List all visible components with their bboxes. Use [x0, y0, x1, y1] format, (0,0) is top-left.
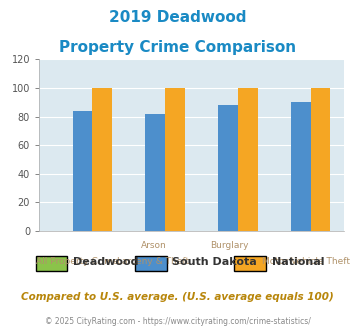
Text: Motor Vehicle Theft: Motor Vehicle Theft	[262, 257, 350, 266]
Text: All Property Crime: All Property Crime	[36, 257, 119, 266]
Bar	[72, 111, 92, 231]
Text: Property Crime Comparison: Property Crime Comparison	[59, 40, 296, 54]
Text: Burglary: Burglary	[211, 241, 249, 250]
Bar	[311, 88, 331, 231]
Text: 2019 Deadwood: 2019 Deadwood	[109, 10, 246, 25]
Bar	[291, 102, 311, 231]
Text: © 2025 CityRating.com - https://www.cityrating.com/crime-statistics/: © 2025 CityRating.com - https://www.city…	[45, 317, 310, 326]
Text: Compared to U.S. average. (U.S. average equals 100): Compared to U.S. average. (U.S. average …	[21, 292, 334, 302]
Text: Arson: Arson	[141, 241, 166, 250]
Bar	[218, 105, 238, 231]
Bar	[92, 88, 112, 231]
Text: South Dakota: South Dakota	[172, 257, 257, 267]
Bar	[165, 88, 185, 231]
Text: Larceny & Theft: Larceny & Theft	[118, 257, 190, 266]
Bar	[146, 114, 165, 231]
Text: National: National	[272, 257, 324, 267]
Bar	[238, 88, 258, 231]
Text: Deadwood: Deadwood	[73, 257, 138, 267]
